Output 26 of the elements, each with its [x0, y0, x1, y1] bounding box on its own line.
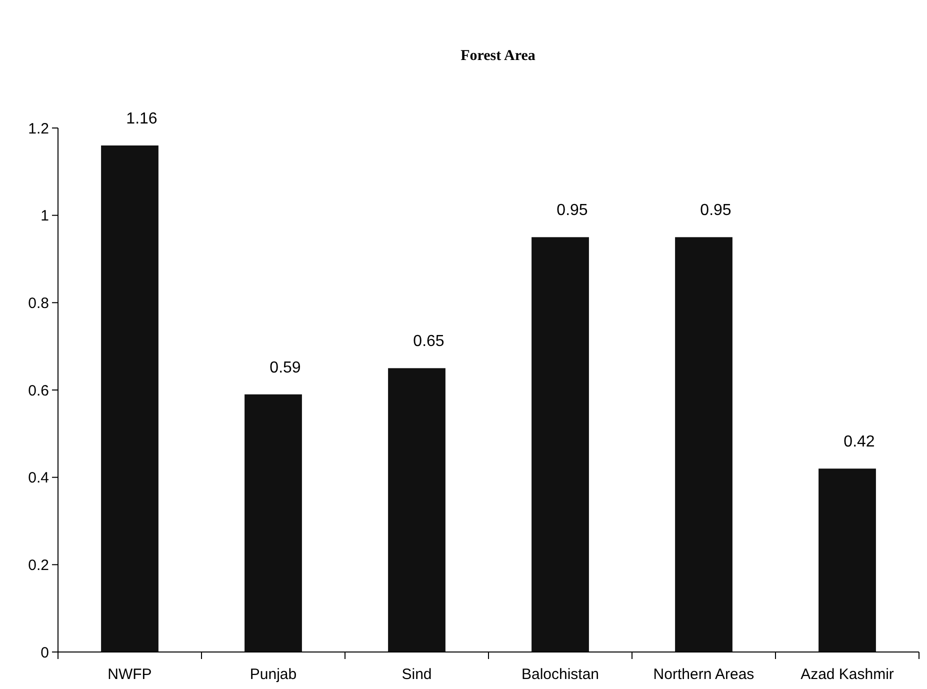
x-tick-label: Northern Areas	[653, 666, 754, 683]
bar	[532, 237, 589, 652]
y-tick-label: 1	[40, 208, 49, 225]
data-label: 0.59	[270, 359, 301, 376]
bar	[818, 468, 876, 652]
y-tick-label: 0	[40, 644, 49, 662]
data-label: 0.95	[556, 202, 588, 220]
bar	[388, 368, 446, 652]
data-label: 0.65	[413, 333, 444, 350]
bar	[244, 394, 302, 652]
bar	[101, 145, 158, 652]
y-tick-label: 0.8	[28, 294, 49, 312]
y-tick-label: 0.6	[28, 382, 49, 400]
data-label: 0.42	[844, 434, 875, 451]
x-tick-label: NWFP	[108, 666, 152, 683]
x-tick-label: Sind	[402, 666, 432, 683]
x-tick-label: Punjab	[250, 666, 297, 683]
bar	[675, 237, 732, 652]
x-tick-label: Azad Kashmir	[800, 666, 894, 683]
x-tick-label: Balochistan	[521, 666, 600, 683]
data-label: 0.95	[700, 202, 732, 220]
data-label: 1.16	[126, 110, 158, 128]
y-tick-label: 0.2	[28, 556, 49, 574]
y-tick-label: 1.2	[28, 120, 49, 138]
chart-title: Forest Area	[460, 48, 536, 64]
y-tick-label: 0.4	[28, 470, 49, 487]
